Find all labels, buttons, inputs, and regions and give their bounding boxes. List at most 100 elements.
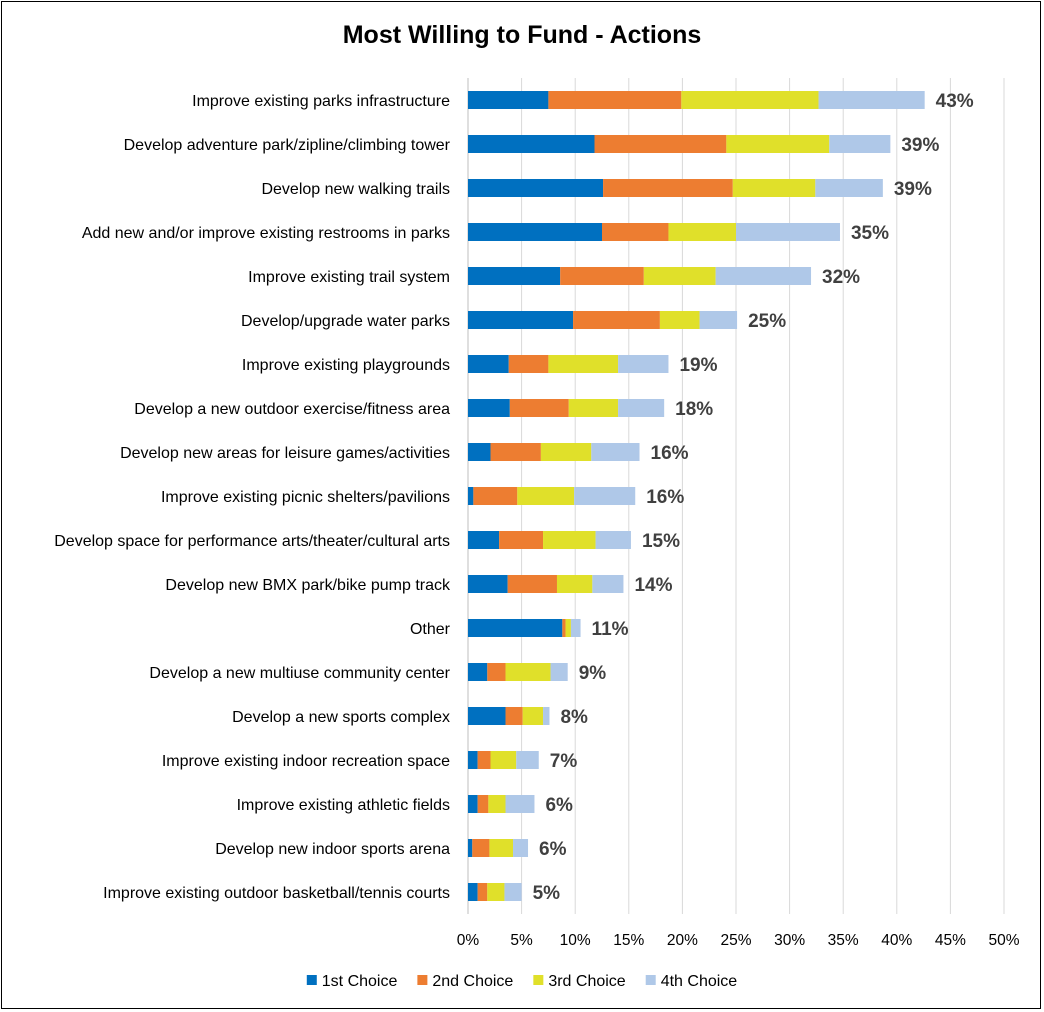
bar-4th-choice-13 xyxy=(570,619,581,637)
bar-3rd-choice-16 xyxy=(490,751,517,769)
bar-2nd-choice-13 xyxy=(562,619,566,637)
bar-4th-choice-18 xyxy=(513,839,529,857)
total-label: 16% xyxy=(646,487,684,508)
bar-4th-choice-16 xyxy=(516,751,539,769)
bar-1st-choice-8 xyxy=(468,399,510,417)
bar-3rd-choice-2 xyxy=(726,135,830,153)
legend-swatch-2nd-choice xyxy=(417,975,428,985)
category-label: Improve existing outdoor basketball/tenn… xyxy=(103,885,450,902)
x-axis-ticks: 0% 5% 10% 15% 20% 25% 30% 35% 40% 45% 50% xyxy=(457,932,1020,949)
total-label: 15% xyxy=(642,531,680,552)
total-label: 25% xyxy=(748,311,786,332)
bar-2nd-choice-11 xyxy=(499,531,544,549)
bar-4th-choice-10 xyxy=(574,487,636,505)
x-tick-label: 45% xyxy=(935,932,966,949)
bars xyxy=(468,91,925,901)
bar-2nd-choice-5 xyxy=(560,267,644,285)
total-label: 6% xyxy=(545,795,573,816)
bar-3rd-choice-15 xyxy=(522,707,544,725)
total-label: 39% xyxy=(901,135,939,156)
total-label: 11% xyxy=(592,619,629,640)
bar-2nd-choice-7 xyxy=(508,355,549,373)
total-label: 32% xyxy=(822,267,860,288)
total-label: 5% xyxy=(533,883,561,904)
bar-3rd-choice-9 xyxy=(540,443,592,461)
bar-2nd-choice-9 xyxy=(490,443,541,461)
bar-4th-choice-19 xyxy=(504,883,522,901)
bar-1st-choice-4 xyxy=(468,223,602,241)
category-label: Improve existing athletic fields xyxy=(237,797,450,814)
bar-1st-choice-2 xyxy=(468,135,595,153)
category-label: Develop new walking trails xyxy=(261,181,450,198)
bar-4th-choice-4 xyxy=(736,223,840,241)
category-label: Improve existing trail system xyxy=(248,269,450,286)
bar-1st-choice-10 xyxy=(468,487,474,505)
category-label: Improve existing playgrounds xyxy=(242,357,450,374)
bar-1st-choice-17 xyxy=(468,795,478,813)
bar-2nd-choice-2 xyxy=(594,135,727,153)
bar-1st-choice-16 xyxy=(468,751,478,769)
total-label: 39% xyxy=(894,179,932,200)
legend-label: 3rd Choice xyxy=(548,973,625,990)
bar-3rd-choice-5 xyxy=(643,267,716,285)
bar-3rd-choice-7 xyxy=(548,355,619,373)
bar-4th-choice-14 xyxy=(550,663,568,681)
bar-4th-choice-1 xyxy=(818,91,925,109)
bar-2nd-choice-14 xyxy=(487,663,506,681)
bar-4th-choice-8 xyxy=(618,399,665,417)
bar-1st-choice-11 xyxy=(468,531,500,549)
bar-3rd-choice-17 xyxy=(488,795,506,813)
category-label: Other xyxy=(410,621,451,638)
bar-2nd-choice-15 xyxy=(505,707,523,725)
category-label: Develop a new outdoor exercise/fitness a… xyxy=(134,401,450,418)
bar-4th-choice-2 xyxy=(829,135,891,153)
bar-4th-choice-7 xyxy=(618,355,669,373)
category-label: Develop new areas for leisure games/acti… xyxy=(120,445,450,462)
category-label: Improve existing picnic shelters/pavilio… xyxy=(161,489,450,506)
bar-4th-choice-15 xyxy=(543,707,550,725)
bar-1st-choice-5 xyxy=(468,267,561,285)
total-label: 43% xyxy=(936,91,974,112)
x-tick-label: 25% xyxy=(720,932,751,949)
legend-swatch-4th-choice xyxy=(645,975,656,985)
bar-3rd-choice-10 xyxy=(517,487,575,505)
bar-2nd-choice-3 xyxy=(603,179,733,197)
category-labels: Improve existing parks infrastructure Dev… xyxy=(54,93,451,902)
bar-3rd-choice-8 xyxy=(568,399,619,417)
bar-2nd-choice-1 xyxy=(548,91,682,109)
x-tick-label: 35% xyxy=(828,932,859,949)
category-label: Develop a new sports complex xyxy=(232,709,450,726)
bar-4th-choice-17 xyxy=(505,795,535,813)
legend-label: 2nd Choice xyxy=(432,973,513,990)
x-tick-label: 50% xyxy=(988,932,1019,949)
x-tick-label: 0% xyxy=(457,932,480,949)
bar-3rd-choice-12 xyxy=(556,575,593,593)
legend-label: 1st Choice xyxy=(322,973,398,990)
total-labels: 43% 39% 39% 35% 32% 25% 19% 18% 16% 16% 15% 14% 11% 9… xyxy=(533,91,974,904)
bar-1st-choice-9 xyxy=(468,443,491,461)
bar-1st-choice-6 xyxy=(468,311,574,329)
bar-3rd-choice-14 xyxy=(505,663,551,681)
bar-4th-choice-6 xyxy=(699,311,738,329)
bar-2nd-choice-17 xyxy=(477,795,489,813)
category-label: Add new and/or improve existing restroom… xyxy=(82,225,450,242)
bar-1st-choice-12 xyxy=(468,575,508,593)
total-label: 8% xyxy=(560,707,588,728)
chart-title: Most Willing to Fund - Actions xyxy=(343,21,702,49)
legend-swatch-1st-choice xyxy=(306,975,317,985)
category-label: Develop new BMX park/bike pump track xyxy=(165,577,451,594)
legend-label: 4th Choice xyxy=(661,973,738,990)
category-label: Develop adventure park/zipline/climbing … xyxy=(124,137,451,154)
bar-3rd-choice-13 xyxy=(565,619,571,637)
bar-2nd-choice-6 xyxy=(573,311,660,329)
total-label: 6% xyxy=(539,839,567,860)
bar-2nd-choice-19 xyxy=(477,883,488,901)
x-tick-label: 20% xyxy=(667,932,698,949)
bar-4th-choice-12 xyxy=(592,575,624,593)
bar-3rd-choice-6 xyxy=(659,311,700,329)
x-tick-label: 10% xyxy=(560,932,591,949)
bar-3rd-choice-3 xyxy=(732,179,816,197)
bar-2nd-choice-18 xyxy=(472,839,490,857)
bar-1st-choice-19 xyxy=(468,883,478,901)
